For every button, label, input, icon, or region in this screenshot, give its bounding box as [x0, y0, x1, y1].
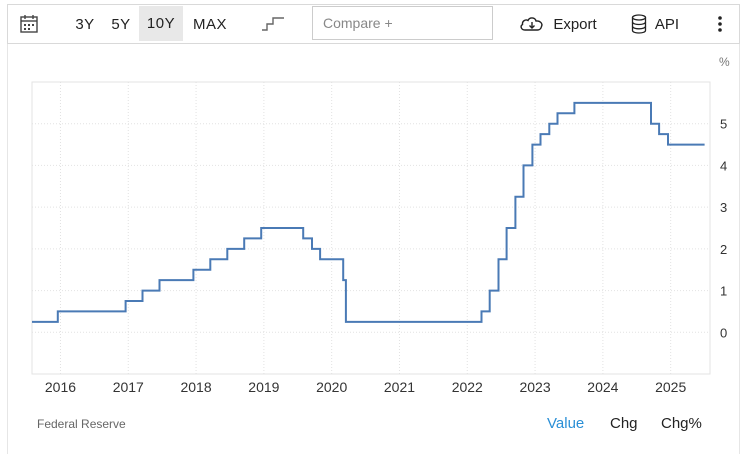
- y-unit-label: %: [719, 55, 730, 69]
- x-tick-label: 2020: [316, 379, 347, 395]
- more-vertical-icon[interactable]: [708, 5, 732, 43]
- y-tick-label: 4: [720, 158, 727, 173]
- chart-toolbar: 3Y 5Y 10Y MAX Export API: [7, 4, 740, 44]
- x-tick-label: 2021: [384, 379, 415, 395]
- source-label: Federal Reserve: [37, 417, 126, 431]
- cloud-download-icon: [520, 17, 543, 31]
- x-tick-label: 2022: [452, 379, 483, 395]
- mode-chg-button[interactable]: Chg: [610, 415, 638, 432]
- mode-value-button[interactable]: Value: [547, 415, 585, 432]
- x-tick-label: 2018: [180, 379, 211, 395]
- x-tick-label: 2025: [655, 379, 686, 395]
- rate-chart: 0 1 2 3 4 5% 2016 2017 2018 2019 2020 2021 2022 2023 2…: [31, 55, 730, 395]
- export-label: Export: [553, 15, 597, 33]
- range-3y-button[interactable]: 3Y: [75, 15, 95, 33]
- plot-border: [31, 81, 711, 375]
- y-tick-label: 1: [720, 284, 727, 299]
- compare-input[interactable]: [312, 6, 493, 40]
- y-tick-label: 5: [720, 117, 727, 132]
- x-tick-label: 2016: [45, 379, 76, 395]
- y-tick-label: 3: [720, 200, 727, 215]
- step-chart-icon[interactable]: [260, 5, 286, 43]
- api-label: API: [654, 15, 680, 33]
- range-max-button[interactable]: MAX: [192, 15, 227, 33]
- calendar-icon[interactable]: [18, 5, 40, 43]
- export-button[interactable]: Export: [518, 5, 598, 43]
- mode-chg-percent-button[interactable]: Chg%: [661, 415, 702, 432]
- api-button[interactable]: API: [626, 5, 684, 43]
- range-5y-button[interactable]: 5Y: [111, 15, 131, 33]
- x-tick-label: 2017: [113, 379, 144, 395]
- x-tick-label: 2019: [248, 379, 279, 395]
- x-tick-label: 2024: [587, 379, 618, 395]
- range-10y-button[interactable]: 10Y: [139, 6, 183, 41]
- y-tick-label: 2: [720, 242, 727, 257]
- y-tick-label: 0: [720, 325, 727, 340]
- chart-panel: 0 1 2 3 4 5% 2016 2017 2018 2019 2020 2021 2022 2023 2…: [7, 44, 740, 454]
- series-line: [32, 101, 705, 323]
- x-tick-label: 2023: [519, 379, 550, 395]
- database-icon: [631, 14, 647, 34]
